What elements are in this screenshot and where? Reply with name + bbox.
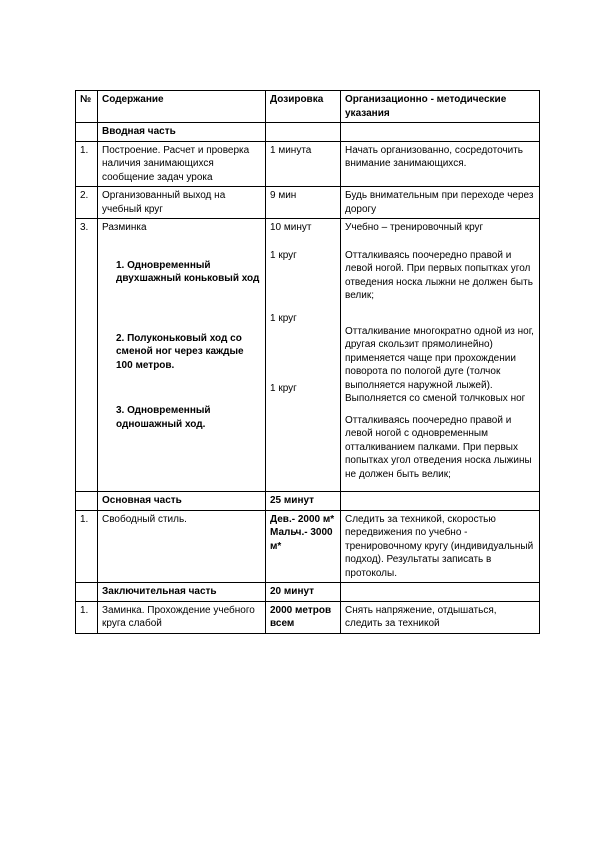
cell-dose: 9 мин	[266, 187, 341, 219]
section-main-row: Основная часть 25 минут	[76, 492, 540, 511]
cell-empty	[341, 583, 540, 602]
row-m1: 1. Свободный стиль. Дев.- 2000 м* Мальч.…	[76, 510, 540, 583]
cell-empty	[76, 583, 98, 602]
lesson-plan-table: № Содержание Дозировка Организационно - …	[75, 90, 540, 634]
cell-num: 1.	[76, 601, 98, 633]
r3-notes3: Отталкиваясь поочередно правой и левой н…	[345, 415, 532, 480]
r3-sub3: 3. Одновременный одношажный ход.	[116, 404, 261, 431]
cell-empty	[266, 123, 341, 142]
header-row: № Содержание Дозировка Организационно - …	[76, 91, 540, 123]
cell-num: 1.	[76, 510, 98, 583]
section-final: Заключительная часть	[98, 583, 266, 602]
section-intro-row: Вводная часть	[76, 123, 540, 142]
r3-dose3: 1 круг	[270, 383, 297, 394]
r3-sub2: 2. Полуконьковый ход со сменой ног через…	[116, 332, 261, 373]
cell-content: Свободный стиль.	[98, 510, 266, 583]
cell-content: Разминка 1. Одновременный двухшажный кон…	[98, 219, 266, 492]
cell-dose: 10 минут 1 круг 1 круг 1 круг	[266, 219, 341, 492]
cell-notes: Начать организованно, сосредоточить вним…	[341, 141, 540, 187]
main-dose: 25 минут	[266, 492, 341, 511]
row-3: 3. Разминка 1. Одновременный двухшажный …	[76, 219, 540, 492]
r3-sub1: 1. Одновременный двухшажный коньковый хо…	[116, 259, 261, 286]
cell-notes: Следить за техникой, скоростью передвиже…	[341, 510, 540, 583]
cell-empty	[76, 492, 98, 511]
cell-notes: Учебно – тренировочный круг Отталкиваясь…	[341, 219, 540, 492]
cell-dose: Дев.- 2000 м* Мальч.- 3000 м*	[266, 510, 341, 583]
header-content: Содержание	[98, 91, 266, 123]
row-1: 1. Построение. Расчет и проверка наличия…	[76, 141, 540, 187]
cell-num: 3.	[76, 219, 98, 492]
header-num: №	[76, 91, 98, 123]
r3-notes-title: Учебно – тренировочный круг	[345, 222, 483, 233]
section-intro: Вводная часть	[98, 123, 266, 142]
r3-notes1: Отталкиваясь поочередно правой и левой н…	[345, 250, 533, 302]
r3-dose1: 1 круг	[270, 250, 297, 261]
cell-content: Заминка. Прохождение учебного круга слаб…	[98, 601, 266, 633]
cell-empty	[76, 123, 98, 142]
section-main: Основная часть	[98, 492, 266, 511]
header-dose: Дозировка	[266, 91, 341, 123]
section-final-row: Заключительная часть 20 минут	[76, 583, 540, 602]
cell-notes: Снять напряжение, отдышаться, следить за…	[341, 601, 540, 633]
cell-empty	[341, 492, 540, 511]
r3-title: Разминка	[102, 222, 147, 233]
cell-dose: 1 минута	[266, 141, 341, 187]
cell-num: 1.	[76, 141, 98, 187]
cell-content: Построение. Расчет и проверка наличия за…	[98, 141, 266, 187]
row-f1: 1. Заминка. Прохождение учебного круга с…	[76, 601, 540, 633]
cell-notes: Будь внимательным при переходе через дор…	[341, 187, 540, 219]
cell-content: Организованный выход на учебный круг	[98, 187, 266, 219]
cell-empty	[341, 123, 540, 142]
final-dose: 20 минут	[266, 583, 341, 602]
row-2: 2. Организованный выход на учебный круг …	[76, 187, 540, 219]
r3-dose-title: 10 минут	[270, 222, 311, 233]
header-notes: Организационно - методические указания	[341, 91, 540, 123]
cell-num: 2.	[76, 187, 98, 219]
r3-notes2: Отталкивание многократно одной из ног, д…	[345, 326, 534, 405]
r3-dose2: 1 круг	[270, 313, 297, 324]
cell-dose: 2000 метров всем	[266, 601, 341, 633]
